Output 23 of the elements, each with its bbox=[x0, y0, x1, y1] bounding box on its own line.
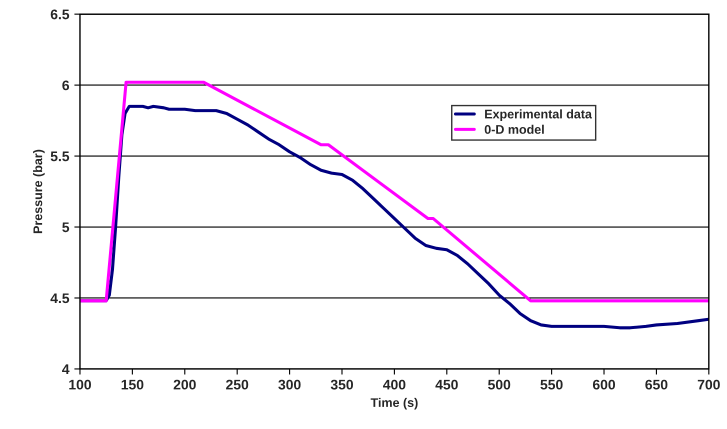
x-tick-label: 250 bbox=[226, 380, 248, 390]
x-tick-label: 550 bbox=[540, 380, 563, 390]
x-tick-label: 450 bbox=[435, 380, 458, 390]
y-tick-label: 4 bbox=[62, 364, 70, 374]
x-tick-label: 600 bbox=[592, 380, 616, 390]
x-tick-label: 700 bbox=[698, 380, 720, 390]
y-tick-label: 4.5 bbox=[50, 293, 70, 304]
y-tick-label: 6 bbox=[62, 80, 70, 90]
x-tick-label: 150 bbox=[122, 380, 144, 390]
x-tick-label: 500 bbox=[488, 380, 510, 390]
y-tick-label: 6.5 bbox=[50, 9, 70, 20]
x-tick-label: 300 bbox=[278, 380, 301, 390]
legend-label: Experimental data bbox=[485, 109, 592, 121]
x-tick-label: 350 bbox=[330, 380, 354, 390]
x-axis-title: Time (s) bbox=[370, 398, 418, 410]
x-tick-label: 400 bbox=[383, 380, 406, 390]
x-tick-label: 100 bbox=[69, 380, 91, 390]
y-tick-label: 5 bbox=[62, 222, 70, 232]
y-axis-title: Pressure (bar) bbox=[33, 150, 45, 234]
y-tick-label: 5.5 bbox=[50, 152, 70, 162]
legend-label: 0-D model bbox=[484, 124, 544, 134]
x-tick-label: 650 bbox=[645, 380, 668, 390]
x-tick-label: 200 bbox=[174, 380, 196, 390]
